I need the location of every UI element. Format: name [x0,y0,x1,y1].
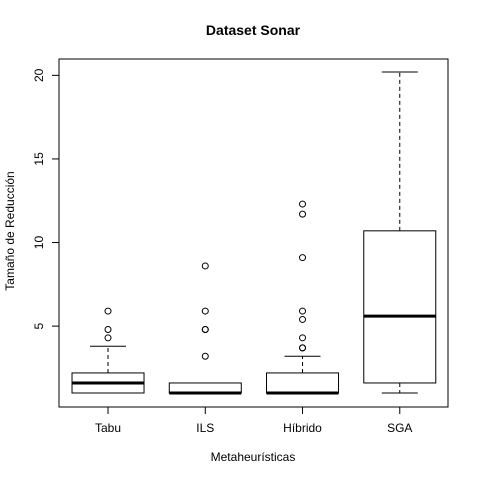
y-tick-label: 20 [32,68,46,82]
box-3 [363,71,437,394]
outlier-point [299,307,307,315]
outlier-point [104,334,112,342]
chart-title: Dataset Sonar [206,22,301,38]
outlier-point [201,307,209,315]
outlier-point [201,325,209,333]
y-axis: 5 10 15 20 [32,68,60,329]
x-axis-label: Metaheurísticas [211,450,296,464]
outlier-point [299,200,307,208]
x-tick-label: Híbrido [283,421,322,435]
y-tick-label: 5 [32,322,46,329]
y-tick-label: 10 [32,236,46,250]
box-1 [168,262,242,395]
x-axis: Tabu ILS Híbrido SGA [95,406,412,435]
iqr-box [363,230,437,384]
x-tick-label: Tabu [95,421,121,435]
outlier-point [299,254,307,262]
y-axis-label: Tamaño de Reducción [3,171,17,290]
outlier-point [201,262,209,270]
outlier-point [104,325,112,333]
outlier-point [299,334,307,342]
x-tick-label: ILS [196,421,214,435]
outlier-point [201,352,209,360]
outlier-point [299,344,307,352]
box-0 [71,307,145,394]
y-tick-label: 15 [32,152,46,166]
iqr-box [266,372,340,394]
box-2 [266,200,340,395]
iqr-box [168,382,242,394]
outlier-point [104,307,112,315]
boxes [71,71,437,395]
outlier-point [299,315,307,323]
x-tick-label: SGA [387,421,412,435]
outlier-point [299,210,307,218]
